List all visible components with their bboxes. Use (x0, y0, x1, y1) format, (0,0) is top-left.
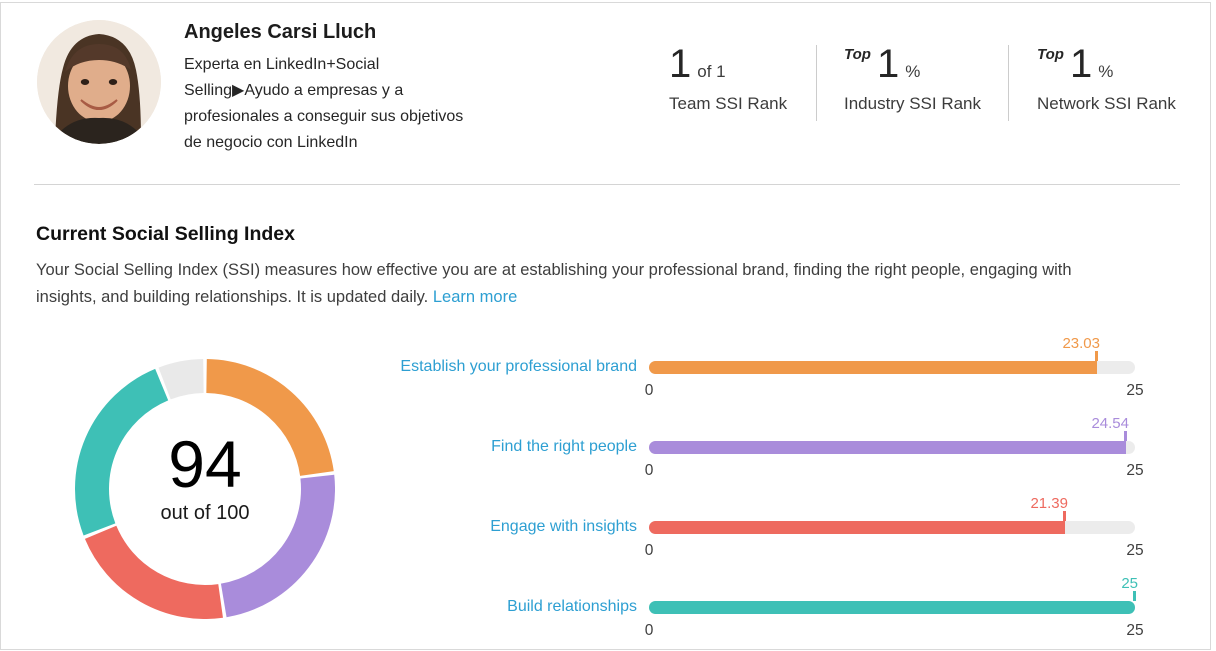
stat-suffix: % (905, 62, 921, 81)
bar-value-tick (1095, 351, 1098, 361)
description-line: insights, and building relationships. It… (36, 288, 429, 306)
team-ssi-rank-stat: 1 of 1 Team SSI Rank (669, 42, 788, 114)
headline-line: Selling▶Ayudo a empresas y a (184, 82, 404, 99)
stat-value: 1 (1069, 42, 1093, 86)
bar-axis-max-label: 25 (1126, 622, 1144, 639)
bar-category-label: Engage with insights (490, 518, 637, 535)
section-description: Your Social Selling Index (SSI) measures… (36, 257, 1156, 311)
profile-headline: Experta en LinkedIn+Social Selling▶Ayudo… (184, 52, 463, 156)
bar-axis-max-label: 25 (1126, 542, 1144, 559)
bar-value-tick (1124, 431, 1127, 441)
bar-value-label: 23.03 (1062, 335, 1100, 352)
bar-value-label: 21.39 (1030, 495, 1068, 512)
headline-line: Experta en LinkedIn+Social (184, 56, 380, 73)
stat-divider (1008, 45, 1009, 121)
stat-divider (816, 45, 817, 121)
industry-ssi-rank-value: Top 1 % (844, 42, 981, 86)
learn-more-link[interactable]: Learn more (432, 288, 518, 306)
bar-category-label: Build relationships (507, 598, 637, 615)
score-caption: out of 100 (160, 502, 250, 524)
donut-slice (75, 368, 169, 536)
donut-slice (220, 474, 335, 618)
bar-value-label: 25 (1121, 575, 1138, 592)
bar-fill (649, 441, 1126, 454)
donut-slice (84, 525, 223, 619)
stat-suffix: % (1098, 62, 1114, 81)
bar-axis-max-label: 25 (1126, 382, 1144, 399)
stat-prefix: Top (844, 46, 871, 63)
avatar (37, 20, 161, 144)
bar-value-label: 24.54 (1091, 415, 1129, 432)
stat-prefix: Top (1037, 46, 1064, 63)
donut-slice (158, 359, 205, 400)
bar-axis-min-label: 0 (644, 382, 654, 399)
network-ssi-rank-stat: Top 1 % Network SSI Rank (1037, 42, 1176, 114)
network-ssi-rank-value: Top 1 % (1037, 42, 1176, 86)
bar-fill (649, 601, 1135, 614)
donut-chart (75, 359, 335, 619)
section-title: Current Social Selling Index (36, 223, 295, 245)
ssi-score: 94 out of 100 (75, 431, 335, 524)
stat-value: 1 (876, 42, 900, 86)
stat-label: Network SSI Rank (1037, 94, 1176, 113)
bar-category-label: Establish your professional brand (400, 358, 637, 375)
bar-axis-min-label: 0 (644, 622, 654, 639)
donut-slice (205, 359, 334, 477)
bar-value-tick (1133, 591, 1136, 601)
industry-ssi-rank-stat: Top 1 % Industry SSI Rank (844, 42, 982, 114)
bar-axis-min-label: 0 (644, 462, 654, 479)
header-divider (34, 184, 1180, 185)
stat-value: 1 (669, 42, 692, 86)
avatar-illustration (37, 20, 161, 144)
bar-axis-max-label: 25 (1126, 462, 1144, 479)
headline-line: profesionales a conseguir sus objetivos (184, 108, 464, 125)
stat-suffix: of 1 (697, 62, 726, 81)
bar-fill (649, 521, 1065, 534)
bar-fill (649, 361, 1097, 374)
stat-label: Team SSI Rank (669, 94, 788, 113)
team-ssi-rank-value: 1 of 1 (669, 42, 787, 86)
stat-label: Industry SSI Rank (844, 94, 982, 113)
bar-chart: Establish your professional brand 23.03 0 2… (1, 3, 1210, 649)
headline-line: de negocio con LinkedIn (184, 134, 358, 151)
score-value: 94 (168, 427, 242, 501)
bar-axis-min-label: 0 (644, 542, 654, 559)
bar-category-label: Find the right people (491, 438, 637, 455)
profile-name: Angeles Carsi Lluch (184, 21, 377, 43)
bar-value-tick (1063, 511, 1066, 521)
description-line: Your Social Selling Index (SSI) measures… (36, 261, 1072, 279)
donut-chart-svg (75, 359, 335, 619)
